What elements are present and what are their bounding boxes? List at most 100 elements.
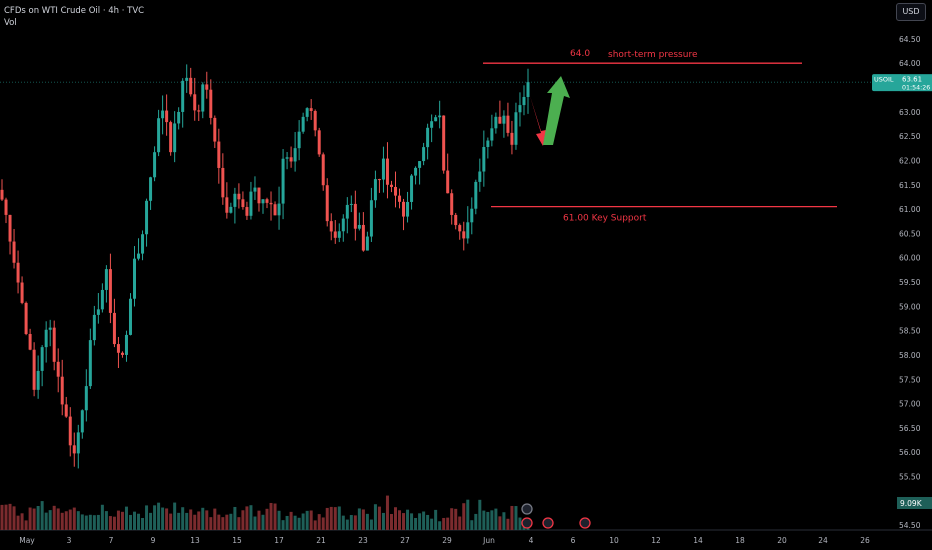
- candle-body: [165, 110, 169, 123]
- volume-bar: [28, 507, 32, 530]
- volume-bar: [137, 513, 141, 530]
- volume-bar: [157, 502, 161, 530]
- y-tick-label: 63.00: [899, 108, 921, 117]
- candle-body: [201, 84, 205, 112]
- candle-body: [305, 108, 309, 117]
- volume-bar: [385, 495, 389, 530]
- volume-bar: [353, 515, 357, 530]
- x-tick-label: 18: [735, 536, 745, 545]
- x-tick-label: 10: [609, 536, 619, 545]
- candle-body: [369, 200, 373, 237]
- volume-bar: [241, 510, 245, 530]
- volume-bar: [446, 517, 450, 530]
- volume-bar: [233, 506, 237, 530]
- volume-bar: [124, 506, 128, 530]
- candle-body: [120, 352, 124, 355]
- volume-bar: [313, 520, 317, 530]
- volume-bar: [470, 520, 474, 530]
- economic-event-icon[interactable]: [542, 517, 554, 529]
- volume-bar: [506, 518, 510, 530]
- y-tick-label: 64.50: [899, 35, 921, 44]
- price-axis[interactable]: [890, 0, 932, 550]
- candle-body: [494, 116, 498, 129]
- x-tick-label: 26: [860, 536, 870, 545]
- candle-body: [414, 167, 418, 176]
- candle-body: [76, 432, 80, 454]
- volume-bar: [377, 506, 381, 530]
- candle-body: [205, 84, 209, 90]
- candle-body: [422, 147, 426, 162]
- x-tick-label: Jun: [482, 536, 495, 545]
- candle-body: [92, 314, 96, 341]
- volume-bar: [253, 516, 257, 530]
- candle-body: [510, 132, 514, 145]
- volume-bar: [398, 510, 402, 530]
- economic-event-icon[interactable]: [579, 517, 591, 529]
- candle-body: [406, 201, 410, 217]
- x-tick-label: 12: [651, 536, 661, 545]
- volume-bar: [341, 515, 345, 530]
- candle-body: [434, 117, 438, 122]
- candle-body: [84, 386, 88, 411]
- volume-bar: [24, 520, 28, 530]
- candle-body: [349, 203, 353, 205]
- price-badge[interactable]: [872, 74, 902, 92]
- candle-body: [12, 241, 16, 263]
- volume-bar: [482, 510, 486, 530]
- volume-bar: [309, 510, 313, 530]
- volume-bar: [305, 510, 309, 530]
- candle-body: [474, 181, 478, 209]
- candle-body: [341, 218, 345, 232]
- candle-body: [265, 199, 269, 203]
- dividend-event-icon[interactable]: [521, 503, 533, 515]
- candle-body: [177, 111, 181, 124]
- candle-body: [329, 221, 333, 232]
- candle-body: [454, 214, 458, 226]
- candle-body: [124, 334, 128, 355]
- candle-body: [466, 222, 470, 239]
- candle-body: [133, 258, 137, 299]
- volume-bar: [381, 512, 385, 530]
- volume-bar: [430, 518, 434, 530]
- candle-body: [217, 141, 221, 168]
- volume-bar: [149, 512, 153, 530]
- volume-bar: [329, 506, 333, 530]
- volume-bar: [365, 513, 369, 530]
- candle-body: [506, 115, 510, 133]
- price-badge-countdown: 01:54:26: [902, 85, 930, 92]
- x-tick-label: 7: [109, 536, 114, 545]
- volume-bar: [32, 508, 36, 530]
- candle-body: [458, 225, 462, 232]
- candle-body: [317, 130, 321, 155]
- candle-body: [345, 204, 349, 219]
- candle-body: [446, 170, 450, 194]
- candle-body: [229, 206, 233, 213]
- candle-body: [56, 361, 60, 377]
- volume-bar: [120, 511, 124, 530]
- candle-body: [438, 115, 442, 118]
- volume-bar: [402, 513, 406, 530]
- candle-body: [482, 147, 486, 172]
- candle-body: [301, 116, 305, 132]
- y-tick-label: 60.00: [899, 254, 921, 263]
- volume-bar: [373, 504, 377, 530]
- volume-bar: [490, 510, 494, 530]
- economic-event-icon[interactable]: [521, 517, 533, 529]
- candle-body: [237, 193, 241, 200]
- candle-body: [157, 118, 161, 153]
- candle-body: [522, 96, 526, 106]
- candle-body: [32, 349, 36, 390]
- candle-body: [221, 167, 225, 198]
- candle-body: [410, 175, 414, 202]
- x-tick-label: 20: [777, 536, 787, 545]
- volume-bar: [273, 503, 277, 530]
- candle-body: [16, 262, 20, 283]
- candle-body: [269, 202, 273, 205]
- volume-bar: [369, 519, 373, 530]
- y-tick-label: 54.50: [899, 521, 921, 530]
- currency-selector[interactable]: USD: [896, 3, 926, 21]
- x-tick-label: 3: [67, 536, 72, 545]
- candle-body: [116, 344, 120, 353]
- candle-body: [128, 298, 132, 335]
